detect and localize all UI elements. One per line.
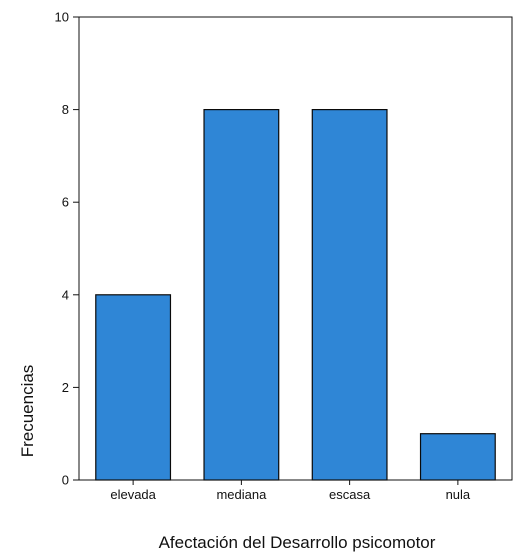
x-tick-label: nula — [446, 487, 471, 502]
x-axis-title: Afectación del Desarrollo psicomotor — [159, 533, 436, 552]
x-tick-label: elevada — [110, 487, 156, 502]
x-tick-label: mediana — [216, 487, 267, 502]
y-tick-label: 10 — [55, 10, 69, 25]
y-axis-ticks: 0 2 4 6 8 10 — [55, 10, 79, 488]
y-tick-label: 4 — [62, 287, 69, 302]
y-tick-label: 8 — [62, 102, 69, 117]
bar-escasa — [311, 108, 388, 481]
y-tick-label: 6 — [62, 195, 69, 210]
y-axis-title: Frecuencias — [18, 365, 37, 458]
bar-nula — [419, 433, 496, 481]
x-tick-label: escasa — [329, 487, 371, 502]
y-tick-label: 2 — [62, 380, 69, 395]
bars — [95, 108, 496, 481]
plot-frame — [78, 16, 513, 481]
x-axis-ticks: elevada mediana escasa nula — [110, 480, 471, 502]
bar-mediana — [203, 108, 280, 481]
y-tick-label: 0 — [62, 473, 69, 488]
bar-elevada — [95, 294, 172, 481]
